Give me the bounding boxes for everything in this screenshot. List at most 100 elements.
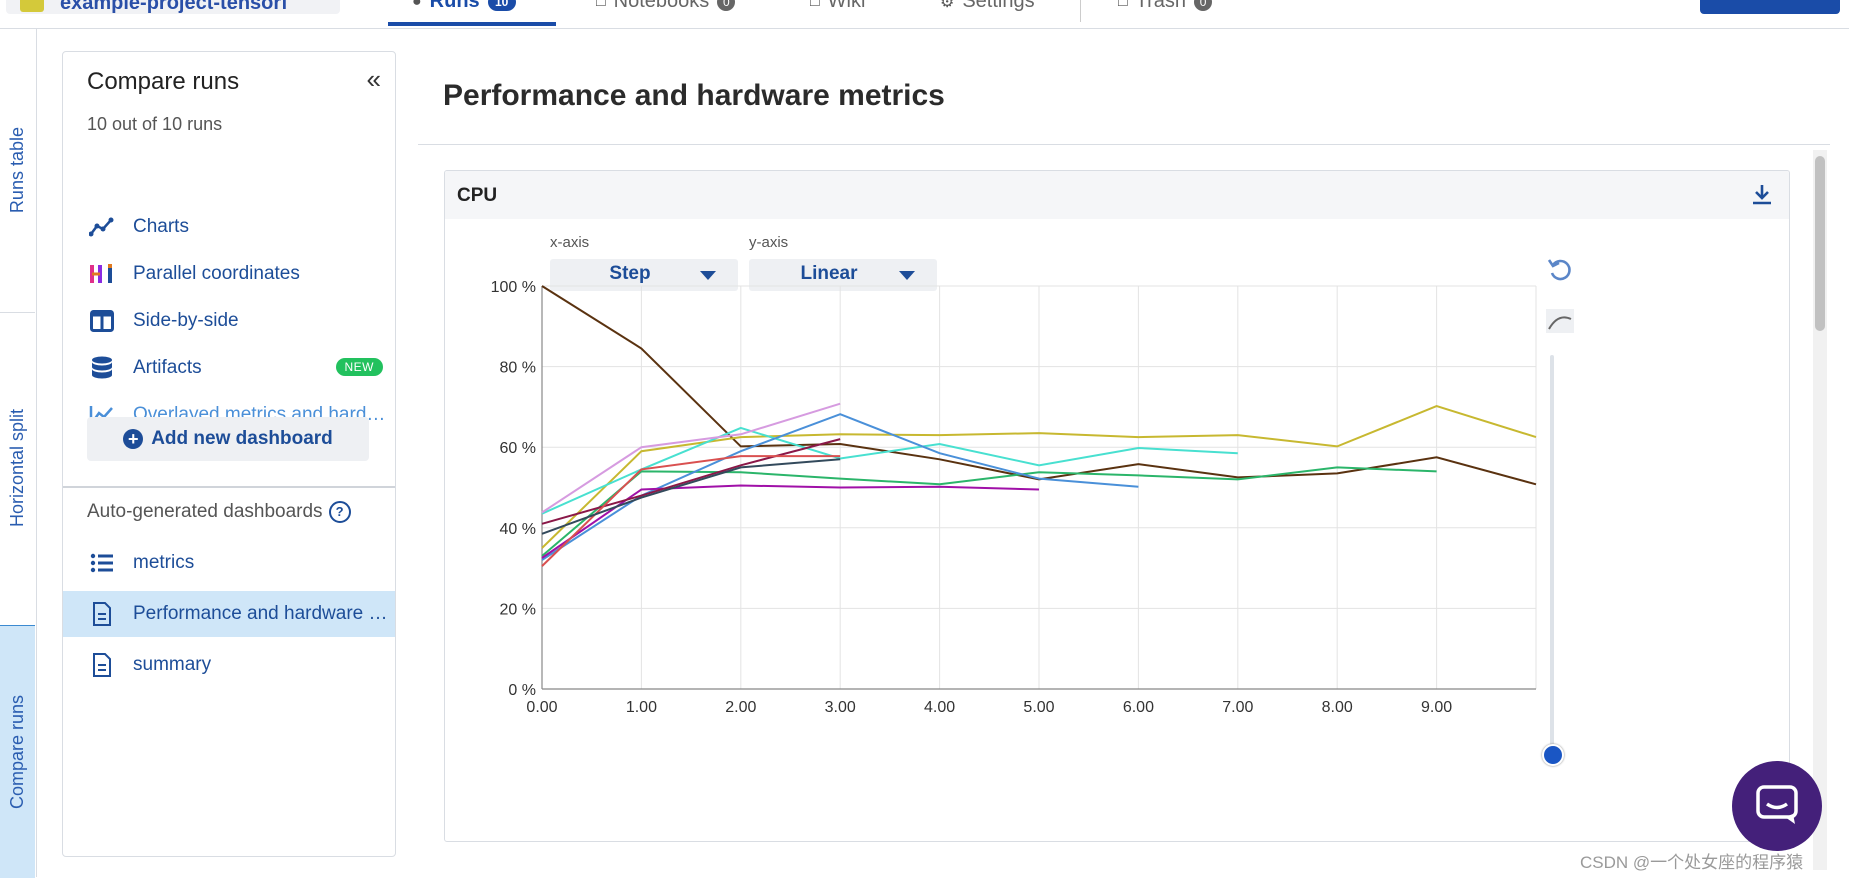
chat-icon [1755,784,1799,829]
series-line-8 [541,438,841,525]
plus-circle-icon: + [123,429,144,449]
x-axis-value: Step [609,263,651,284]
new-badge: NEW [335,358,383,376]
sidebar-item-label: Charts [133,216,189,237]
series-line-10 [541,458,841,535]
x-tick-label: 0.00 [526,699,557,716]
x-tick-label: 7.00 [1222,699,1253,716]
project-selector[interactable]: example-project-tensorf [6,0,340,14]
document-icon [87,599,117,629]
parallel-coordinates-icon [87,259,117,289]
wiki-icon: □ [810,0,820,10]
nav-divider [1080,0,1081,22]
notebooks-count-badge: 0 [717,0,736,11]
chevron-down-icon [899,271,915,280]
columns-icon [87,306,117,336]
y-axis-value: Linear [800,263,858,284]
y-tick-label: 0 % [508,682,536,699]
sidebar-item-label: metrics [133,552,195,573]
y-tick-label: 40 % [500,521,536,538]
line-chart-icon [87,212,117,242]
x-tick-label: 9.00 [1421,699,1452,716]
x-tick-label: 1.00 [626,699,657,716]
scrollbar[interactable] [1813,150,1827,870]
smoothing-slider-handle[interactable] [1542,744,1564,766]
collapse-icon[interactable]: « [366,64,381,94]
tab-wiki-label: Wiki [827,0,866,12]
runs-icon: ● [412,0,422,10]
sidebar-item-metrics[interactable]: metrics [63,540,395,586]
trash-icon: □ [1118,0,1128,10]
sidebar-item-summary[interactable]: summary [63,642,395,688]
card-header: CPU [445,171,1789,219]
help-icon[interactable]: ? [328,501,351,523]
document-icon [87,650,117,680]
tab-trash[interactable]: □ Trash 0 [1118,0,1213,13]
panel-title: Compare runs [87,68,240,95]
compare-runs-panel: Compare runs « 10 out of 10 runs Charts … [62,51,396,857]
smoothing-icon [1546,309,1574,338]
tab-notebooks[interactable]: □ Notebooks 0 [596,0,736,13]
tab-horizontal-split-label: Horizontal split [7,409,27,528]
project-name: example-project-tensorf [60,0,288,14]
x-axis-label: x-axis [550,234,590,251]
y-axis-label: y-axis [749,234,789,251]
tab-wiki[interactable]: □ Wiki [810,0,865,13]
series-line-4 [541,426,1238,515]
sidebar-item-artifacts[interactable]: Artifacts NEW [63,345,395,391]
top-action-button[interactable] [1700,0,1840,14]
sidebar-item-performance-hardware[interactable]: Performance and hardware metrics [63,591,395,637]
sidebar-item-label: Artifacts [133,357,202,378]
database-icon [87,353,117,383]
card-title: CPU [457,185,498,206]
tab-runs-label: Runs [429,0,480,12]
scrollbar-thumb[interactable] [1815,156,1825,331]
autogen-title-label: Auto-generated dashboards [87,501,323,522]
add-dashboard-label: Add new dashboard [151,428,333,449]
tab-runs[interactable]: ● Runs 10 [412,0,516,13]
sidebar-item-side-by-side[interactable]: Side-by-side [63,298,395,344]
sidebar-item-label: Parallel coordinates [133,263,300,284]
tab-runs-table-label: Runs table [7,127,27,214]
watermark: CSDN @一个处女座的程序猿 [1580,853,1804,872]
y-tick-label: 80 % [500,360,536,377]
y-tick-label: 60 % [500,440,536,457]
reset-zoom-icon[interactable] [1546,256,1574,289]
view-mode-tabs: Runs table Horizontal split Compare runs [0,29,37,878]
add-dashboard-button[interactable]: + Add new dashboard [87,417,369,461]
notebook-icon: □ [596,0,606,10]
tab-compare-runs-label: Compare runs [7,694,27,810]
chevron-down-icon [700,271,716,280]
x-tick-label: 8.00 [1322,699,1353,716]
sidebar-item-charts[interactable]: Charts [63,204,395,250]
run-count: 10 out of 10 runs [87,114,223,134]
x-tick-label: 5.00 [1023,699,1054,716]
series-line-6 [541,484,1040,559]
sidebar-item-label: summary [133,654,212,675]
tab-settings[interactable]: ⚙ Settings [940,0,1035,13]
runs-count-badge: 10 [487,0,516,11]
y-tick-label: 20 % [500,601,536,618]
series-line-9 [541,455,841,567]
sidebar-item-parallel-coordinates[interactable]: Parallel coordinates [63,251,395,297]
sidebar-item-label: Side-by-side [133,310,239,331]
sidebar-item-label: Performance and hardware metrics [133,603,393,624]
smoothing-slider-track[interactable] [1550,355,1554,755]
top-navigation-bar: example-project-tensorf ● Runs 10 □ Note… [0,0,1849,29]
tab-runs-table[interactable]: Runs table [0,29,35,313]
chat-support-button[interactable] [1732,761,1822,851]
download-icon[interactable] [1751,183,1773,210]
tab-notebooks-label: Notebooks [613,0,710,12]
active-tab-indicator [388,22,556,26]
cpu-chart-card: CPU x-axis Step y-axis Linear 0 % 20 % 40 … [444,170,1790,842]
trash-count-badge: 0 [1194,0,1213,11]
x-tick-label: 4.00 [924,699,955,716]
cpu-line-chart[interactable]: 0 % 20 % 40 % 60 % 80 % 100 % 0.00 1.00 2.00 3.00… [445,171,1789,841]
tab-compare-runs[interactable]: Compare runs [0,625,35,878]
section-divider [63,486,395,488]
tab-horizontal-split[interactable]: Horizontal split [0,313,35,624]
page-title: Performance and hardware metrics [443,79,945,112]
gear-icon: ⚙ [940,0,955,11]
title-divider [418,144,1830,145]
tab-settings-label: Settings [962,0,1035,12]
